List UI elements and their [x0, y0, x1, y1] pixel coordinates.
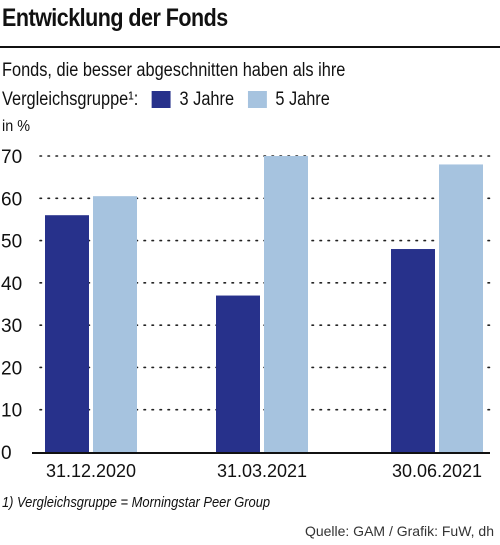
x-tick-label-31.12.2020: 31.12.2020	[46, 461, 136, 481]
bar-3-jahre-31.03.2021	[216, 295, 260, 452]
legend-swatch-5-jahre	[247, 91, 267, 108]
y-tick-label-10: 10	[1, 401, 22, 422]
subtitle-line-1: Fonds, die besser abgeschnitten haben al…	[2, 60, 346, 81]
chart-subtitle: Fonds, die besser abgeschnitten haben al…	[2, 56, 345, 114]
legend-label-3-jahre: 3 Jahre	[179, 89, 235, 110]
legend: Vergleichsgruppe¹: 3 Jahre 5 Jahre	[2, 85, 330, 114]
source-credit: Quelle: GAM / Grafik: FuW, dh	[304, 523, 494, 539]
bar-5-jahre-30.06.2021	[439, 164, 483, 452]
x-tick-label-31.03.2021: 31.03.2021	[217, 461, 307, 481]
bar-3-jahre-31.12.2020	[45, 215, 89, 452]
footnote: 1) Vergleichsgruppe = Morningstar Peer G…	[2, 494, 271, 511]
title-rule	[0, 46, 500, 48]
bar-3-jahre-30.06.2021	[391, 249, 435, 452]
legend-swatch-3-jahre	[152, 91, 171, 108]
y-tick-label-20: 20	[1, 358, 22, 379]
chart-title: Entwicklung der Fonds	[2, 4, 228, 32]
bar-chart: 0 10 20 30 40 50 60 70 31.12.2020 31.03.2021 30.06…	[1, 147, 491, 481]
y-tick-label-60: 60	[1, 189, 22, 210]
x-tick-label-30.06.2021: 30.06.2021	[392, 461, 482, 481]
bar-5-jahre-31.12.2020	[93, 196, 137, 452]
y-tick-label-40: 40	[1, 274, 22, 295]
y-tick-label-50: 50	[1, 232, 22, 253]
y-tick-label-70: 70	[1, 147, 22, 168]
legend-item-3-jahre: 3 Jahre	[152, 85, 234, 114]
y-axis-unit-label: in %	[2, 118, 31, 135]
legend-label-5-jahre: 5 Jahre	[275, 89, 330, 110]
legend-item-5-jahre: 5 Jahre	[247, 85, 330, 114]
y-tick-label-0: 0	[1, 443, 12, 464]
subtitle-line-2: Vergleichsgruppe¹:	[2, 89, 139, 110]
bar-5-jahre-31.03.2021	[264, 156, 308, 452]
y-tick-label-30: 30	[1, 316, 22, 337]
